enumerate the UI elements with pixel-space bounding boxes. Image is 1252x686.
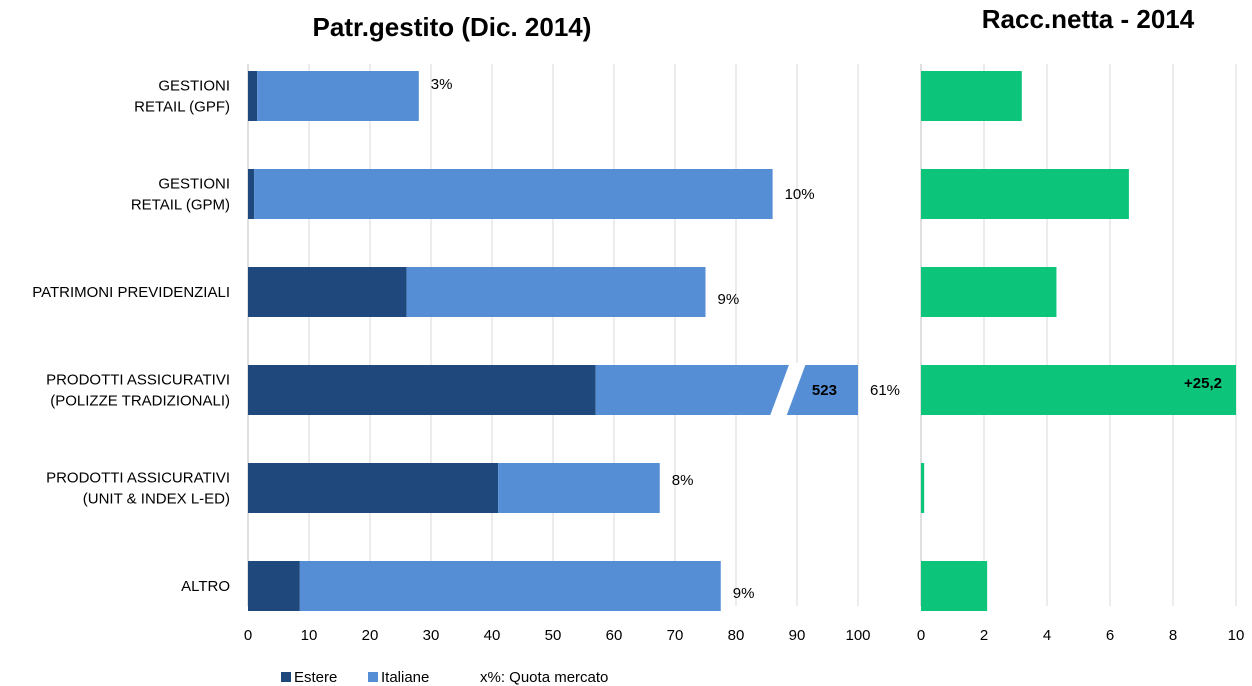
bar-italiane xyxy=(257,71,419,121)
legend-label: Italiane xyxy=(381,669,429,686)
x-tick-label: 60 xyxy=(606,627,623,644)
x-tick-label: 100 xyxy=(845,627,870,644)
bar-estere xyxy=(248,267,407,317)
bar-estere xyxy=(248,463,499,513)
x-tick-label: 50 xyxy=(545,627,562,644)
bar-raccolta-netta xyxy=(921,71,1022,121)
legend-swatch xyxy=(281,672,291,682)
x-tick-label: 80 xyxy=(728,627,745,644)
axis-break-mark xyxy=(769,363,807,417)
bar-raccolta-netta xyxy=(921,561,988,611)
category-label: GESTIONI xyxy=(158,176,230,193)
x-tick-label: 40 xyxy=(484,627,501,644)
x-tick-label: 0 xyxy=(244,627,252,644)
market-share-label: 3% xyxy=(431,76,453,93)
legend-note: x%: Quota mercato xyxy=(480,669,608,686)
break-value-label: 523 xyxy=(812,382,837,399)
market-share-label: 9% xyxy=(718,291,740,308)
bar-estere xyxy=(248,71,258,121)
market-share-label: 8% xyxy=(672,472,694,489)
chart-legend: Estere Italiane x%: Quota mercato xyxy=(281,669,608,686)
x-tick-label: 10 xyxy=(1228,627,1245,644)
bar-raccolta-netta xyxy=(921,365,1236,415)
bar-estere xyxy=(248,561,300,611)
market-share-label: 9% xyxy=(733,585,755,602)
left-chart-title: Patr.gestito (Dic. 2014) xyxy=(313,12,592,42)
break-value-label: +25,2 xyxy=(1184,375,1222,392)
bar-italiane xyxy=(299,561,721,611)
category-label: GESTIONI xyxy=(158,78,230,95)
x-tick-label: 0 xyxy=(917,627,925,644)
x-tick-label: 6 xyxy=(1106,627,1114,644)
x-tick-label: 30 xyxy=(423,627,440,644)
legend-label: Estere xyxy=(294,669,337,686)
market-share-label: 10% xyxy=(785,186,815,203)
bar-italiane xyxy=(254,169,773,219)
market-share-label: 61% xyxy=(870,382,900,399)
x-tick-label: 4 xyxy=(1043,627,1051,644)
bar-estere xyxy=(248,365,596,415)
x-tick-label: 90 xyxy=(789,627,806,644)
category-label: (POLIZZE TRADIZIONALI) xyxy=(50,393,230,410)
category-label: (UNIT & INDEX L-ED) xyxy=(83,491,230,508)
bar-raccolta-netta xyxy=(921,169,1129,219)
x-tick-label: 70 xyxy=(667,627,684,644)
category-label: PRODOTTI ASSICURATIVI xyxy=(46,470,230,487)
bar-italiane xyxy=(406,267,706,317)
legend-swatch xyxy=(368,672,378,682)
bar-raccolta-netta xyxy=(921,267,1057,317)
bar-italiane xyxy=(595,365,858,415)
category-label: PATRIMONI PREVIDENZIALI xyxy=(32,284,230,301)
category-label: PRODOTTI ASSICURATIVI xyxy=(46,372,230,389)
x-tick-label: 8 xyxy=(1169,627,1177,644)
bar-italiane xyxy=(498,463,660,513)
x-tick-label: 10 xyxy=(301,627,318,644)
category-label: ALTRO xyxy=(181,578,230,595)
raccolta-netta-chart: Racc.netta - 2014 0 2 4 6 8 10 +25,2 xyxy=(917,4,1245,644)
patrimonio-gestito-chart: Patr.gestito (Dic. 2014) 0 10 20 30 40 50 60 70 8… xyxy=(32,12,900,644)
bar-raccolta-netta xyxy=(921,463,925,513)
x-tick-label: 2 xyxy=(980,627,988,644)
x-tick-label: 20 xyxy=(362,627,379,644)
category-label: RETAIL (GPF) xyxy=(134,99,230,116)
bar-estere xyxy=(248,169,255,219)
right-chart-title: Racc.netta - 2014 xyxy=(982,4,1195,34)
category-label: RETAIL (GPM) xyxy=(131,197,230,214)
